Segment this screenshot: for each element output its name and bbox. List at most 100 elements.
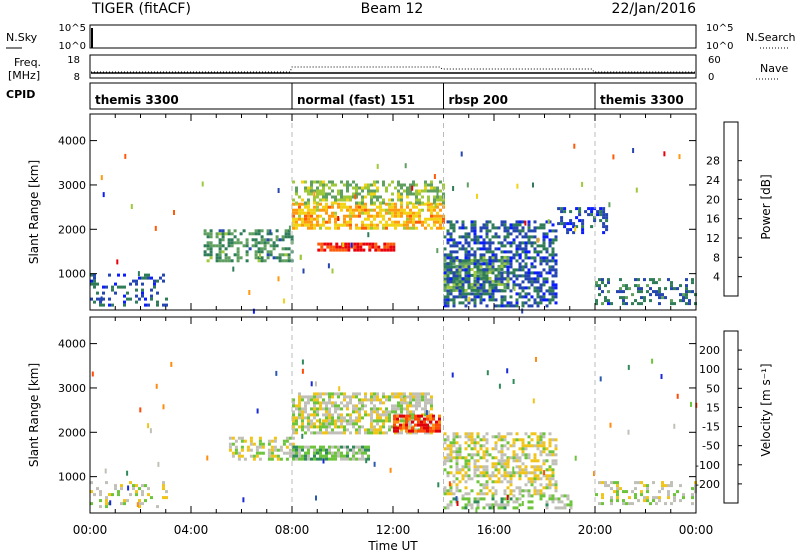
range-gate-cell <box>326 245 330 249</box>
range-gate-cell <box>215 253 219 257</box>
range-gate-cell <box>485 270 489 274</box>
range-gate-cell <box>521 489 525 493</box>
range-gate-cell <box>388 413 391 417</box>
range-gate-cell <box>530 283 534 287</box>
range-gate-cell <box>461 226 465 230</box>
range-gate-cell <box>108 273 111 277</box>
range-gate-cell <box>548 477 552 481</box>
range-gate-cell <box>236 241 240 245</box>
range-gate-cell <box>417 414 420 418</box>
range-gate-cell <box>503 435 507 439</box>
range-gate-cell <box>298 410 301 414</box>
range-gate-cell <box>503 444 507 448</box>
range-gate-cell <box>228 448 232 452</box>
range-gate-cell <box>479 489 483 493</box>
range-gate-cell <box>625 287 628 291</box>
range-gate-cell <box>403 395 406 399</box>
range-gate-cell <box>464 492 468 496</box>
range-gate-cell <box>367 448 370 452</box>
range-gate-cell <box>452 244 456 248</box>
range-gate-cell <box>364 183 367 187</box>
range-gate-cell <box>334 431 337 435</box>
range-gate-cell <box>468 296 471 302</box>
range-gate-cell <box>397 223 400 227</box>
range-gate-cell <box>521 274 525 278</box>
range-gate-cell <box>533 265 537 269</box>
range-gate-cell <box>452 238 456 242</box>
range-gate-cell <box>536 459 540 463</box>
range-gate-cell <box>524 483 528 487</box>
range-gate-cell <box>421 220 424 224</box>
range-gate-cell <box>482 223 486 227</box>
freq-tick-bottom: 8 <box>74 72 80 83</box>
range-gate-cell <box>536 468 540 472</box>
range-gate-cell <box>464 277 468 281</box>
range-gate-cell <box>473 295 477 299</box>
range-gate-cell <box>337 392 340 396</box>
range-gate-cell <box>470 506 474 510</box>
range-gate-cell <box>313 422 316 426</box>
range-gate-cell <box>316 457 319 461</box>
range-gate-cell <box>443 265 447 269</box>
range-gate-cell <box>426 429 429 433</box>
range-gate-cell <box>343 205 346 209</box>
range-gate-cell <box>338 245 342 249</box>
range-gate-cell <box>566 228 570 232</box>
range-gate-cell <box>446 444 450 448</box>
range-gate-cell <box>322 454 325 458</box>
range-gate-cell <box>551 250 555 254</box>
range-gate-cell <box>328 217 331 221</box>
range-gate-cell <box>667 484 670 488</box>
range-gate-cell <box>539 477 543 481</box>
range-gate-cell <box>439 214 442 218</box>
range-gate-cell <box>165 496 168 500</box>
range-gate-cell <box>479 465 483 469</box>
range-gate-cell <box>446 256 450 260</box>
range-gate-cell <box>494 247 498 251</box>
range-gate-cell <box>147 493 150 497</box>
range-gate-cell <box>598 502 601 506</box>
range-gate-cell <box>652 496 655 500</box>
range-gate-cell <box>364 211 367 215</box>
range-gate-cell <box>455 496 458 502</box>
range-gate-cell <box>524 456 528 460</box>
range-gate-cell <box>421 223 424 227</box>
range-gate-cell <box>452 226 456 230</box>
range-gate-cell <box>566 494 570 498</box>
range-gate-cell <box>506 274 510 278</box>
range-gate-cell <box>554 486 558 490</box>
range-gate-cell <box>488 220 492 224</box>
range-gate-cell <box>379 413 382 417</box>
range-gate-cell <box>307 451 310 455</box>
range-gate-cell <box>346 395 349 399</box>
range-gate-cell <box>105 499 108 503</box>
range-gate-cell <box>361 457 364 461</box>
range-gate-cell <box>408 429 411 433</box>
range-gate-cell <box>374 248 378 252</box>
range-gate-cell <box>464 432 468 436</box>
range-gate-cell <box>227 238 231 242</box>
range-gate-cell <box>132 487 135 491</box>
range-gate-cell <box>364 195 367 199</box>
range-gate-cell <box>473 465 477 469</box>
range-gate-cell <box>391 223 394 227</box>
range-gate-cell <box>370 214 373 218</box>
range-gate-cell <box>307 413 310 417</box>
range-gate-cell <box>397 404 400 408</box>
range-gate-cell <box>269 238 273 242</box>
range-gate-cell <box>649 287 652 291</box>
range-gate-cell <box>221 235 225 239</box>
range-gate-cell <box>479 456 483 460</box>
range-gate-cell <box>545 486 549 490</box>
range-gate-cell <box>278 259 282 263</box>
range-gate-cell <box>382 183 385 187</box>
range-gate-cell <box>406 431 409 435</box>
range-gate-cell <box>358 201 361 205</box>
range-gate-cell <box>449 483 453 487</box>
range-gate-cell <box>485 226 489 230</box>
range-gate-cell <box>455 459 459 463</box>
range-gate-cell <box>391 214 394 218</box>
range-gate-cell <box>491 447 495 451</box>
range-gate-cell <box>539 450 543 454</box>
range-gate-cell <box>500 500 504 504</box>
